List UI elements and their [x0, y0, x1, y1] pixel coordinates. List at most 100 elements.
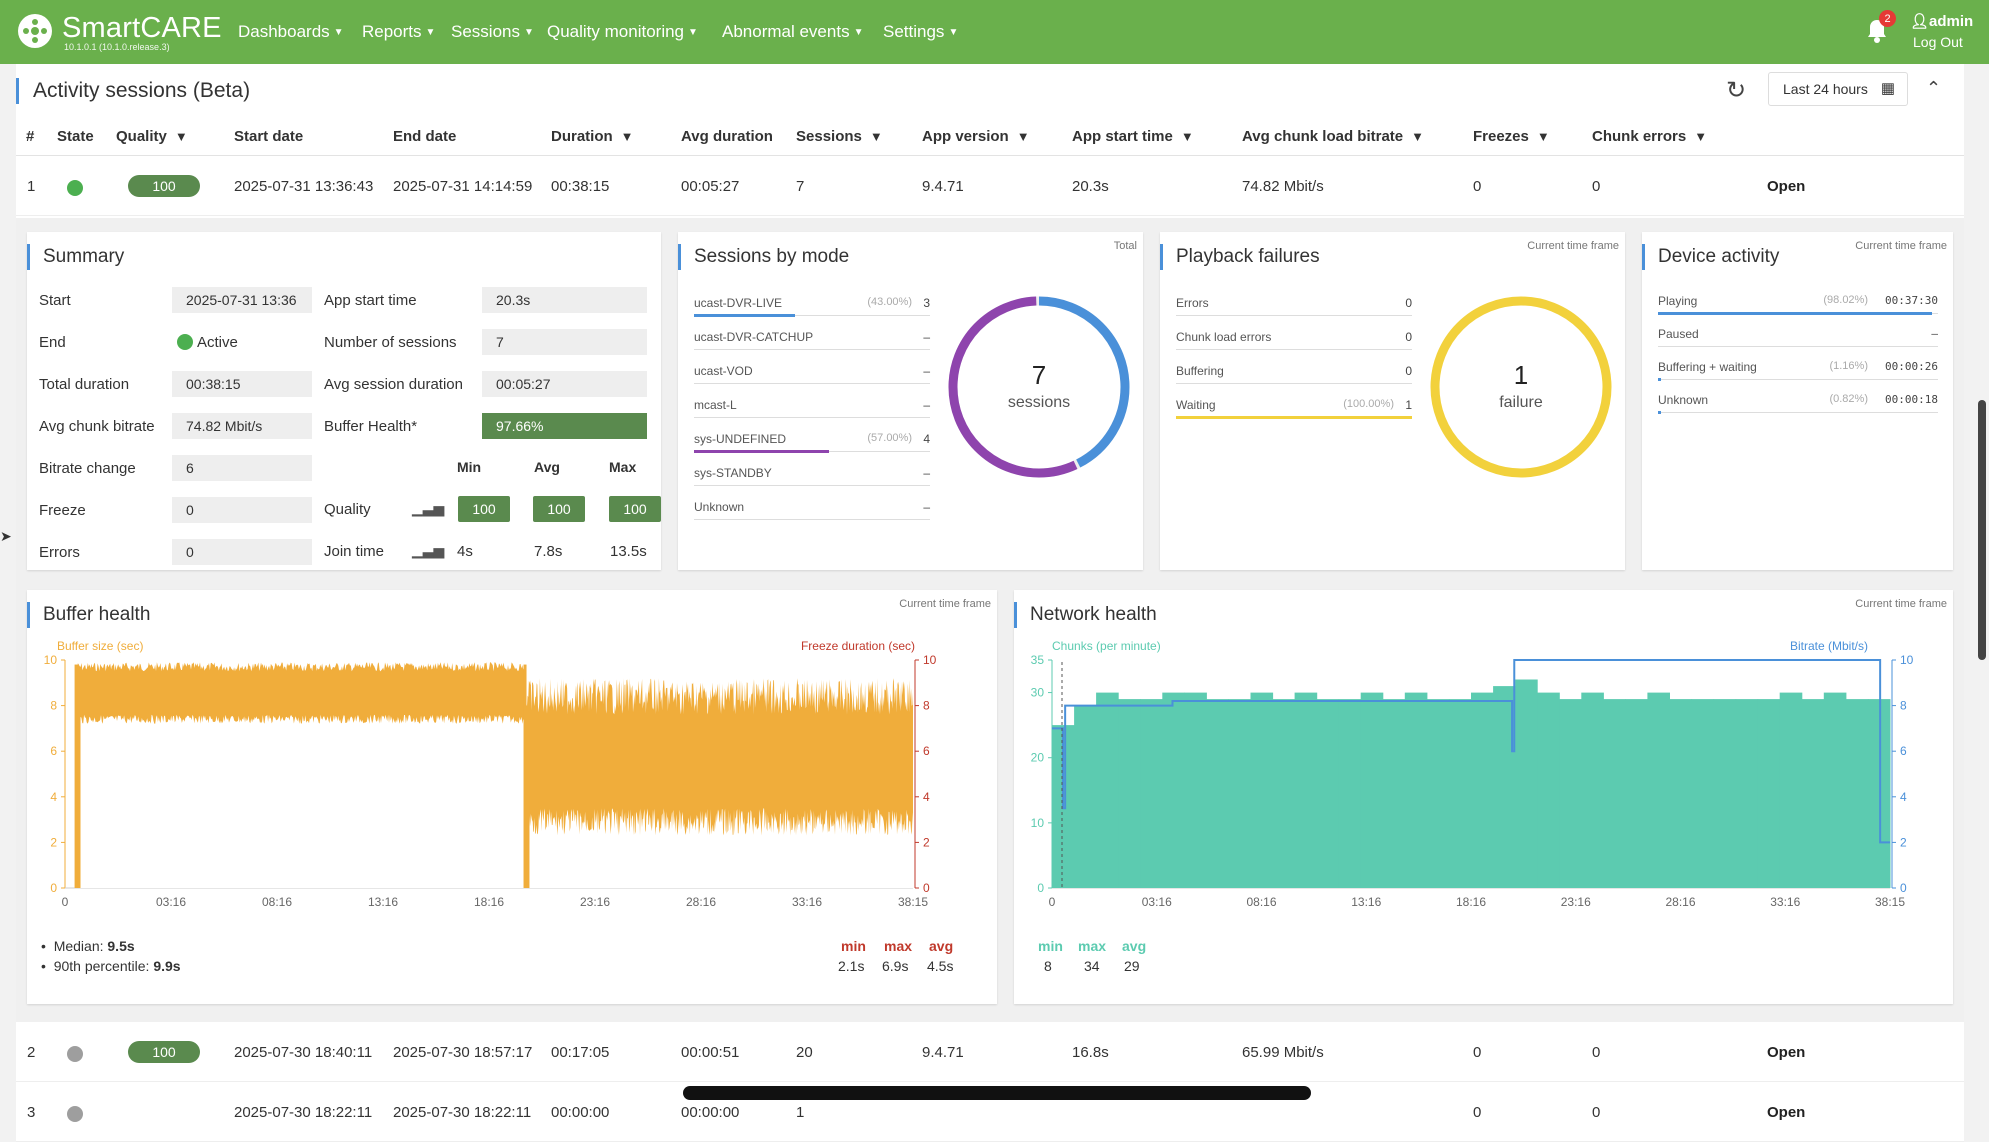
col-end-date[interactable]: End date [393, 128, 457, 145]
buffer-health-card: Buffer health Current time frame Buffer … [27, 590, 997, 1004]
sessions-count: 7 [796, 178, 805, 195]
list-item-value: 00:00:26 [1885, 360, 1938, 373]
open-link[interactable]: Open [1767, 178, 1806, 195]
smartcare-logo-icon[interactable] [18, 14, 52, 48]
col-avg-chunk-bitrate[interactable]: Avg chunk load bitrate ▼ [1242, 128, 1425, 145]
list-item-bar [694, 314, 796, 317]
scrollbar[interactable] [1978, 400, 1986, 660]
bh-max-label: max [884, 938, 913, 954]
start-value: 2025-07-31 13:36 [172, 287, 312, 313]
open-link[interactable]: Open [1767, 1104, 1806, 1121]
bitrate-line [1052, 659, 1890, 844]
nav-reports[interactable]: Reports ▼ [362, 22, 436, 41]
logout-link[interactable]: Log Out [1913, 34, 1963, 50]
filter-icon: ▼ [620, 129, 634, 144]
col-chunk-errors[interactable]: Chunk errors ▼ [1592, 128, 1708, 145]
filter-icon: ▼ [1411, 129, 1425, 144]
list-item-label: ucast-VOD [694, 364, 753, 378]
y2-tick-label: 0 [1900, 881, 1907, 895]
donut-arc-live [948, 296, 1130, 478]
list-item-divider [694, 349, 930, 350]
list-item-bar [694, 450, 829, 453]
y2-tick-label: 2 [1900, 835, 1907, 849]
x-tick-label: 0 [1049, 895, 1056, 909]
active-dot-icon [177, 334, 193, 350]
col-state[interactable]: State [57, 128, 94, 145]
end-date: 2025-07-31 14:14:59 [393, 178, 533, 195]
end-date: 2025-07-30 18:22:11 [393, 1104, 532, 1121]
chunk-bar [1250, 692, 1274, 888]
chunk-bar [1559, 699, 1582, 888]
chunk-bar [1426, 699, 1450, 888]
caret-down-icon: ▼ [333, 27, 344, 38]
user-menu[interactable]: 👤︎admin [1910, 13, 1974, 30]
playback-failures-title: Playback failures [1176, 246, 1320, 267]
y2-tick-label: 6 [923, 744, 930, 758]
col-start-date[interactable]: Start date [234, 128, 304, 145]
table-header: # State Quality ▼ Start date End date Dur… [16, 118, 1964, 156]
list-item-bar [1658, 411, 1661, 414]
buffer-band-cut-0 [80, 714, 526, 888]
buffer-health-label: Buffer Health* [324, 418, 418, 435]
nav-sessions[interactable]: Sessions ▼ [451, 22, 534, 41]
time-range-picker[interactable]: Last 24 hours ▦ [1768, 72, 1908, 106]
bar-chart-icon[interactable]: ▁▃▅ [412, 542, 445, 558]
quality-min-badge: 100 [458, 496, 510, 522]
col-app-start-time[interactable]: App start time ▼ [1072, 128, 1194, 145]
list-item-value: – [923, 398, 930, 412]
freeze-value: 0 [172, 497, 312, 523]
chunk-bar [1647, 692, 1670, 888]
table-row[interactable]: 2 100 2025-07-30 18:40:11 2025-07-30 18:… [16, 1024, 1964, 1082]
bar-chart-icon[interactable]: ▁▃▅ [412, 500, 445, 516]
nh-min-label: min [1038, 938, 1063, 954]
col-duration[interactable]: Duration ▼ [551, 128, 634, 145]
col-app-version[interactable]: App version ▼ [922, 128, 1030, 145]
avg-duration: 00:00:51 [681, 1044, 740, 1061]
x-tick-label: 18:16 [474, 895, 504, 909]
join-time-label: Join time [324, 543, 385, 560]
end-label: End [39, 334, 66, 351]
col-freezes[interactable]: Freezes ▼ [1473, 128, 1550, 145]
list-item-label: ucast-DVR-LIVE [694, 296, 783, 310]
collapse-icon[interactable]: ⌃ [1926, 78, 1942, 98]
current-time-frame-tag: Current time frame [1855, 240, 1947, 252]
col-quality[interactable]: Quality ▼ [116, 128, 188, 145]
table-row[interactable]: 1 100 2025-07-31 13:36:43 2025-07-31 14:… [16, 158, 1964, 216]
col-avg-duration[interactable]: Avg duration [681, 128, 773, 145]
network-health-title: Network health [1030, 604, 1157, 625]
x-tick-label: 13:16 [1351, 895, 1381, 909]
list-item-percent: (57.00%) [867, 432, 912, 444]
nav-settings[interactable]: Settings ▼ [883, 22, 959, 41]
list-item-percent: (98.02%) [1823, 294, 1868, 306]
filter-icon: ▼ [869, 129, 883, 144]
nav-abnormal-events[interactable]: Abnormal events ▼ [722, 22, 864, 41]
duration: 00:00:00 [551, 1104, 610, 1121]
open-link[interactable]: Open [1767, 1044, 1806, 1061]
row-index: 1 [27, 178, 36, 195]
quality-max-badge: 100 [609, 496, 661, 522]
freezes: 0 [1473, 1044, 1482, 1061]
y-tick-label: 2 [50, 835, 57, 849]
x-tick-label: 28:16 [1665, 895, 1695, 909]
col-sessions[interactable]: Sessions ▼ [796, 128, 883, 145]
activity-sessions-panel: Activity sessions (Beta) ↻ Last 24 hours… [16, 64, 1964, 1142]
nav-dashboards[interactable]: Dashboards ▼ [238, 22, 344, 41]
brand-name[interactable]: SmartCARE [62, 12, 222, 44]
x-tick-label: 03:16 [1142, 895, 1172, 909]
chunk-bar [1360, 692, 1384, 888]
chunk-bar [1471, 692, 1494, 888]
list-item-label: Playing [1658, 294, 1698, 308]
bitrate-change-label: Bitrate change [39, 460, 136, 477]
quality-avg-badge: 100 [533, 496, 585, 522]
y2-tick-label: 2 [923, 835, 930, 849]
start-date: 2025-07-30 18:40:11 [234, 1044, 373, 1061]
list-item-label: mcast-L [694, 398, 737, 412]
sessions-count: 20 [796, 1044, 813, 1061]
refresh-icon[interactable]: ↻ [1726, 77, 1747, 104]
nh-max-value: 34 [1084, 958, 1100, 974]
nav-quality-monitoring[interactable]: Quality monitoring ▼ [547, 22, 698, 41]
list-item-divider [1658, 412, 1938, 413]
freezes: 0 [1473, 178, 1482, 195]
y2-tick-label: 4 [923, 790, 930, 804]
filter-icon: ▼ [1694, 129, 1708, 144]
